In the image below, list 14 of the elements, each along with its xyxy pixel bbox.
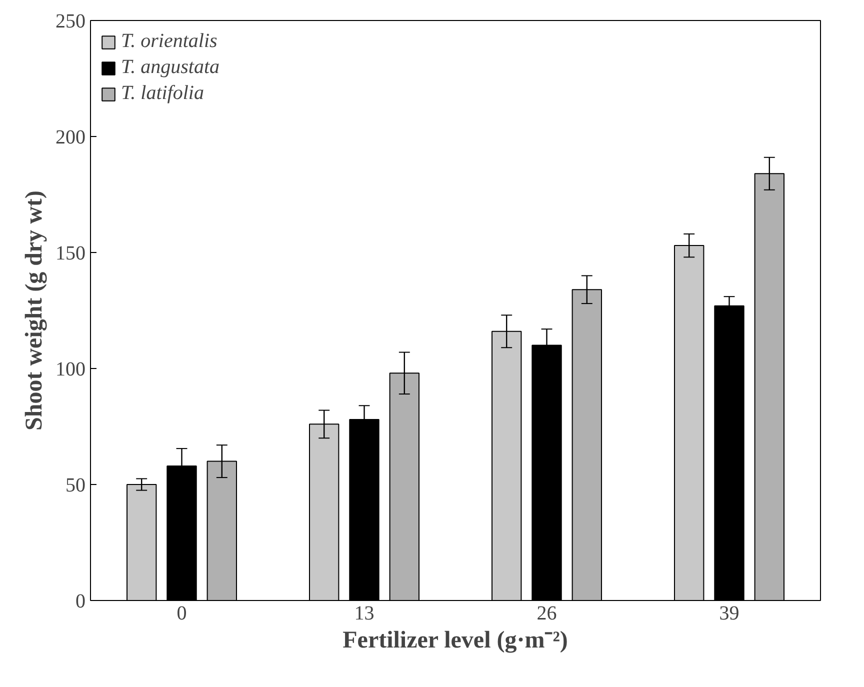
legend-label: T. orientalis <box>121 30 218 53</box>
y-tick-label: 50 <box>66 474 86 496</box>
x-tick-label: 13 <box>354 602 374 624</box>
y-tick-label: 150 <box>56 242 86 264</box>
y-axis-title: Shoot weight (g dry wt) <box>22 190 48 430</box>
x-axis-title: Fertilizer level (g·m⁻²) <box>342 628 568 654</box>
x-tick-label: 26 <box>536 602 557 624</box>
y-tick-label: 100 <box>56 358 86 380</box>
y-tick-label: 200 <box>56 126 86 148</box>
x-tick-label: 0 <box>176 602 187 624</box>
legend-label: T. angustata <box>121 56 220 79</box>
x-tick-label: 39 <box>719 602 740 624</box>
legend-label: T. latifolia <box>121 82 204 105</box>
y-tick-label: 250 <box>56 10 86 32</box>
